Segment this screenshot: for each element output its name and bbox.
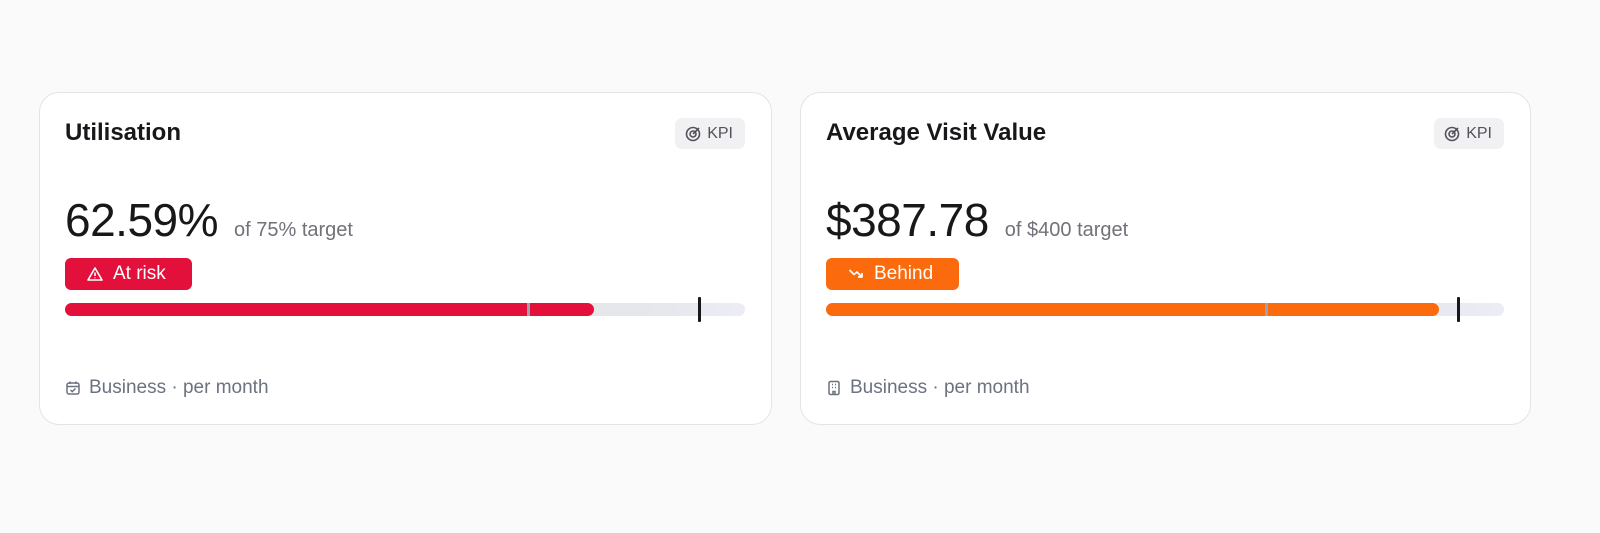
badge-text: KPI <box>707 124 733 142</box>
card-footer: Business · per month <box>826 377 1030 399</box>
card-title: Utilisation <box>65 119 182 146</box>
value-row: 62.59% of 75% target <box>65 193 353 247</box>
kpi-target: of $400 target <box>1004 219 1129 241</box>
trend-down-icon <box>848 269 863 278</box>
progress-track <box>65 297 745 322</box>
calendar-icon <box>66 381 80 395</box>
reference-marker <box>526 303 530 316</box>
kpi-card: Average Visit Value KPI $387.78 of $400 … <box>800 92 1531 425</box>
progress-fill <box>826 303 1439 316</box>
kpi-badge: KPI <box>1434 118 1504 149</box>
progress-track <box>826 297 1504 322</box>
target-icon <box>685 126 701 141</box>
status-text: At risk <box>113 263 166 284</box>
progress-fill <box>65 303 595 316</box>
reference-marker <box>1265 303 1269 316</box>
status-pill: At risk <box>65 258 192 290</box>
kpi-value: 62.59% <box>65 194 219 246</box>
target-marker <box>697 297 701 322</box>
footer-text: Business · per month <box>850 377 1030 398</box>
kpi-card: Utilisation KPI 62.59% of 75% target At … <box>39 92 772 425</box>
kpi-target: of 75% target <box>234 219 353 241</box>
badge-text: KPI <box>1466 124 1492 142</box>
status-pill: Behind <box>826 258 960 290</box>
card-footer: Business · per month <box>65 377 269 399</box>
status-text: Behind <box>874 263 934 284</box>
kpi-value: $387.78 <box>826 194 989 246</box>
target-icon <box>1444 126 1460 141</box>
target-marker <box>1456 297 1460 322</box>
warning-icon <box>87 267 103 281</box>
building-icon <box>828 380 840 396</box>
value-row: $387.78 of $400 target <box>826 193 1128 247</box>
kpi-badge: KPI <box>675 118 745 149</box>
card-title: Average Visit Value <box>826 119 1047 146</box>
footer-text: Business · per month <box>89 377 269 398</box>
